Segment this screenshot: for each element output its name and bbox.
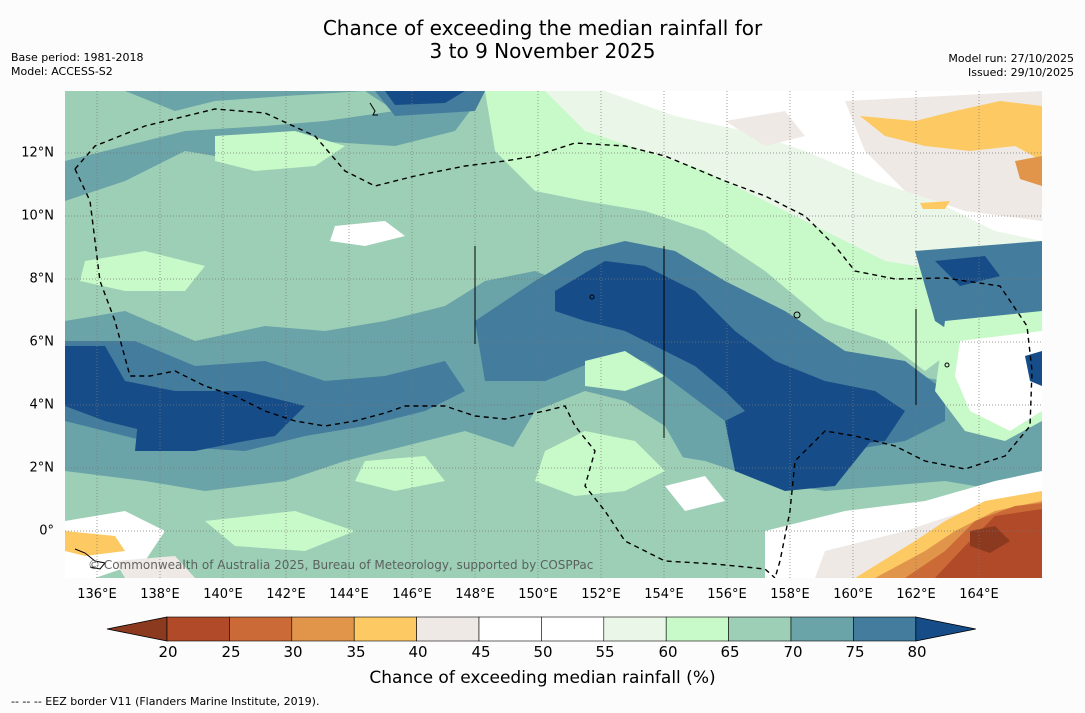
lat-label-2n: 2°N xyxy=(29,460,55,476)
lon-label-160e: 160°E xyxy=(833,587,873,602)
colorbar-segment xyxy=(853,616,917,642)
patch-white-south xyxy=(665,476,725,511)
zone-60-65-nw xyxy=(215,131,345,171)
zone-60-65-centre-b xyxy=(535,431,665,496)
colorbar-tick-40: 40 xyxy=(408,643,428,661)
lat-label-10n: 10°N xyxy=(21,208,54,224)
colorbar-segment xyxy=(229,616,293,642)
lon-label-152e: 152°E xyxy=(581,587,621,602)
lon-label-146e: 146°E xyxy=(392,587,432,602)
patch-40-45-sw xyxy=(115,556,195,578)
lon-label-148e: 148°E xyxy=(455,587,495,602)
colorbar-tick-60: 60 xyxy=(658,643,678,661)
colorbar-tick-45: 45 xyxy=(471,643,491,661)
lon-label-144e: 144°E xyxy=(329,587,369,602)
meta-right: Model run: 27/10/2025 Issued: 29/10/2025 xyxy=(948,52,1074,80)
colorbar-segment xyxy=(603,616,667,642)
zone-60-65-west xyxy=(80,251,205,291)
copyright-notice: © Commonwealth of Australia 2025, Bureau… xyxy=(88,558,594,572)
zone-below-20-se xyxy=(970,526,1010,553)
colorbar-extend-high xyxy=(915,616,976,642)
model-name: Model: ACCESS-S2 xyxy=(11,65,113,78)
colorbar-tick-30: 30 xyxy=(283,643,303,661)
colorbar-tick-25: 25 xyxy=(221,643,241,661)
colorbar-segment xyxy=(728,616,792,642)
colorbar-tick-35: 35 xyxy=(346,643,366,661)
zone-80plus-east xyxy=(935,256,1000,286)
patch-80plus-far-east xyxy=(1025,351,1042,386)
model-run: Model run: 27/10/2025 xyxy=(948,52,1074,65)
lon-label-162e: 162°E xyxy=(896,587,936,602)
eez-borders xyxy=(74,108,1033,578)
rainfall-map xyxy=(65,91,1042,578)
zone-80plus-nw xyxy=(385,91,465,105)
lat-label-12n: 12°N xyxy=(21,145,54,161)
colorbar-tick-75: 75 xyxy=(845,643,865,661)
colorbar-segment xyxy=(291,616,355,642)
coastlines xyxy=(74,102,950,570)
base-period: Base period: 1981-2018 xyxy=(11,51,144,64)
colorbar-segment xyxy=(166,616,230,642)
lat-label-8n: 8°N xyxy=(29,271,55,287)
eez-footnote: -- -- -- EEZ border V11 (Flanders Marine… xyxy=(11,695,320,708)
patch-white-west xyxy=(330,221,405,246)
graticule xyxy=(65,91,1042,578)
zone-45-55-east xyxy=(955,331,1042,431)
zone-60-65-centre-a xyxy=(585,351,665,391)
lat-label-4n: 4°N xyxy=(29,397,55,413)
patch-35-40-small xyxy=(920,201,950,209)
colorbar-tick-80: 80 xyxy=(907,643,927,661)
colorbar-tick-70: 70 xyxy=(783,643,803,661)
colorbar-segment xyxy=(790,616,854,642)
patch-35-40-sw xyxy=(65,531,125,556)
issued-date: Issued: 29/10/2025 xyxy=(967,66,1074,79)
zone-80plus-south xyxy=(725,391,875,491)
colorbar-segment xyxy=(665,616,729,642)
map-title-line1: Chance of exceeding the median rainfall … xyxy=(322,16,763,40)
lon-label-136e: 136°E xyxy=(77,587,117,602)
lon-label-154e: 154°E xyxy=(644,587,684,602)
meta-left: Base period: 1981-2018 Model: ACCESS-S2 xyxy=(11,51,143,79)
colorbar-tick-20: 20 xyxy=(158,643,178,661)
map-title-line2: 3 to 9 November 2025 xyxy=(429,39,656,63)
patch-30-35-north xyxy=(1015,156,1042,186)
zone-60-65-south-west xyxy=(355,456,445,491)
lat-label-6n: 6°N xyxy=(29,334,55,350)
zone-80plus-central xyxy=(555,261,905,446)
colorbar-label: Chance of exceeding median rainfall (%) xyxy=(369,668,716,688)
colorbar xyxy=(106,616,976,642)
colorbar-segment xyxy=(353,616,417,642)
lon-label-140e: 140°E xyxy=(203,587,243,602)
patch-35-40-north xyxy=(860,101,1042,161)
zone-60-65-south xyxy=(205,511,355,551)
patch-40-45-a xyxy=(725,111,805,146)
lon-label-156e: 156°E xyxy=(707,587,747,602)
lon-label-138e: 138°E xyxy=(140,587,180,602)
lon-label-158e: 158°E xyxy=(770,587,810,602)
lon-label-164e: 164°E xyxy=(959,587,999,602)
lon-label-150e: 150°E xyxy=(518,587,558,602)
colorbar-extend-low xyxy=(106,616,168,642)
zone-65-70-nw xyxy=(65,91,395,161)
lat-label-0: 0° xyxy=(39,523,54,539)
lon-label-142e: 142°E xyxy=(266,587,306,602)
colorbar-tick-55: 55 xyxy=(595,643,615,661)
colorbar-segment xyxy=(416,616,480,642)
colorbar-tick-65: 65 xyxy=(720,643,740,661)
zone-80plus-west-b xyxy=(135,391,295,451)
colorbar-segment xyxy=(478,616,542,642)
colorbar-segment xyxy=(541,616,605,642)
colorbar-tick-50: 50 xyxy=(533,643,553,661)
